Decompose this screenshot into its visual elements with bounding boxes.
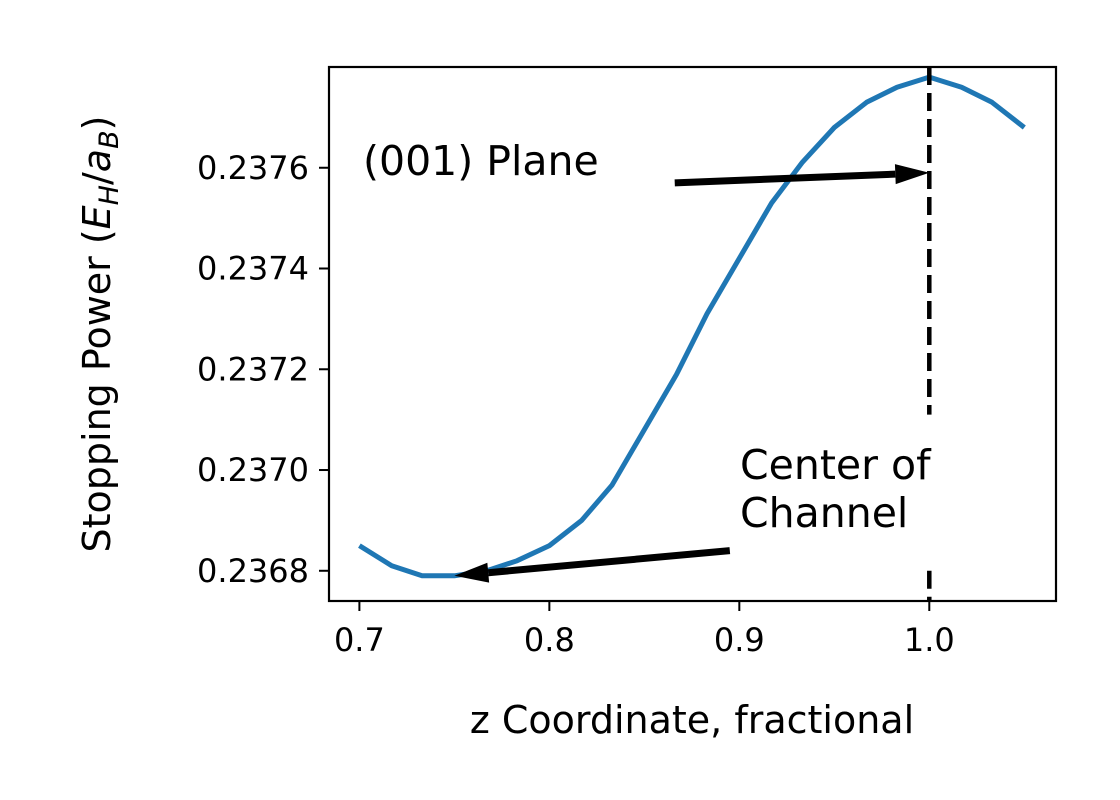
x-axis-label: z Coordinate, fractional — [470, 698, 914, 742]
annotation-text: Center of Channel — [740, 441, 932, 537]
annotation-arrow-shaft — [487, 547, 731, 577]
annotation-layer: (001) Plane Center of Channel — [363, 137, 932, 583]
annotation-arrow-head — [454, 562, 490, 583]
annotation-arrow-shaft — [674, 170, 896, 187]
plot-background — [329, 67, 1056, 601]
x-tick-label: 1.0 — [904, 621, 955, 659]
x-tick-label: 0.7 — [334, 621, 385, 659]
plot-frame — [327, 65, 1058, 603]
y-axis-label: Stopping Power (EH/aB) — [75, 116, 125, 553]
y-tick-label: 0.2374 — [197, 250, 309, 288]
x-tick-label: 0.8 — [524, 621, 575, 659]
y-tick-label: 0.2376 — [197, 149, 309, 187]
x-tick-label: 0.9 — [714, 621, 765, 659]
y-tick-label: 0.2368 — [197, 552, 309, 590]
ticks-layer: 0.7 0.8 0.9 1.0 0.2368 0.2370 0.2372 0.2374 0.23… — [197, 149, 955, 659]
annotation-arrow-head — [894, 164, 930, 185]
y-tick-label: 0.2372 — [197, 350, 309, 388]
y-tick-label: 0.2370 — [197, 451, 309, 489]
annotation-text: (001) Plane — [363, 137, 599, 185]
